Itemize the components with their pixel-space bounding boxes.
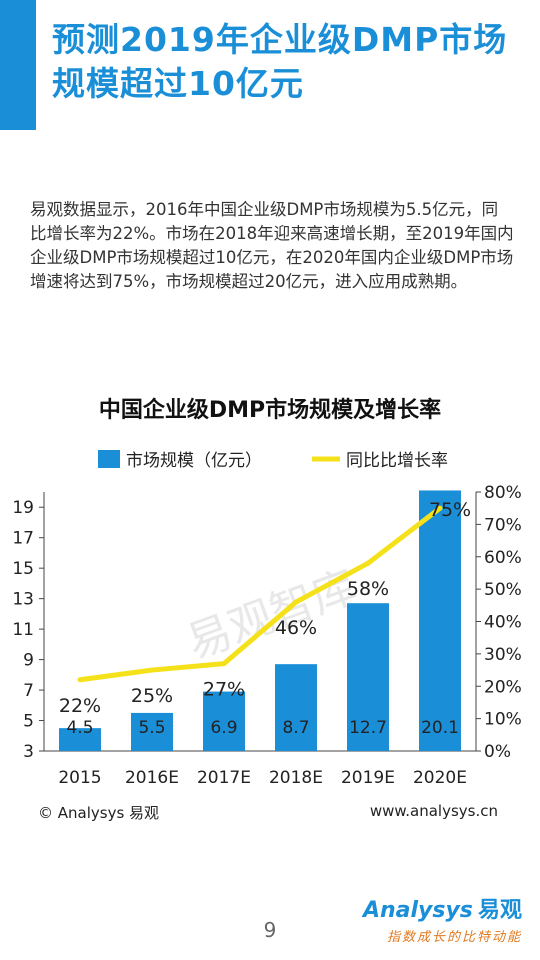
bar-value-label: 5.5 (138, 718, 165, 738)
bar-value-label: 6.9 (210, 718, 237, 738)
left-tick-label: 5 (23, 712, 34, 732)
combo-chart: 易观智库 市场规模（亿元） 同比比增长率 3 5 7 9 11 13 15 17 19 0% 10% 20%… (0, 440, 540, 790)
legend-bar-swatch (98, 450, 120, 468)
growth-value-label: 25% (131, 685, 173, 707)
logo-slogan: 指数成长的比特动能 (363, 926, 522, 945)
x-tick-label: 2020E (413, 768, 467, 788)
watermark: 易观智库 (180, 561, 363, 669)
left-tick-label: 17 (12, 529, 34, 549)
left-tick-label: 19 (12, 498, 34, 518)
growth-value-label: 22% (59, 695, 101, 717)
left-tick-label: 7 (23, 681, 34, 701)
right-tick-label: 20% (484, 677, 522, 697)
bar-2020E (419, 490, 461, 751)
left-tick-label: 13 (12, 590, 34, 610)
growth-value-label: 75% (429, 499, 471, 521)
website-link[interactable]: www.analysys.cn (370, 802, 498, 820)
bar-value-label: 8.7 (282, 718, 309, 738)
right-tick-label: 0% (484, 742, 511, 762)
right-tick-label: 50% (484, 580, 522, 600)
chart-title: 中国企业级DMP市场规模及增长率 (0, 392, 540, 424)
left-tick-label: 11 (12, 620, 34, 640)
right-tick-label: 60% (484, 548, 522, 568)
x-tick-label: 2018E (269, 768, 323, 788)
legend-line-label: 同比比增长率 (346, 451, 448, 471)
legend-bar-label: 市场规模（亿元） (126, 451, 262, 471)
right-tick-label: 70% (484, 515, 522, 535)
growth-point-2017E (222, 661, 227, 666)
bar-value-label: 12.7 (349, 718, 387, 738)
title-accent-bar (0, 0, 36, 130)
x-tick-label: 2017E (197, 768, 251, 788)
right-tick-label: 80% (484, 483, 522, 503)
left-tick-label: 9 (23, 651, 34, 671)
x-tick-label: 2016E (125, 768, 179, 788)
x-tick-label: 2015 (58, 768, 101, 788)
logo-brand: Analysys (363, 898, 473, 923)
growth-value-label: 27% (203, 679, 245, 701)
right-tick-label: 10% (484, 710, 522, 730)
growth-value-label: 46% (275, 617, 317, 639)
growth-point-2015 (78, 677, 83, 682)
analysys-logo: Analysys 易观 指数成长的比特动能 (363, 892, 522, 945)
logo-brand-cn: 易观 (478, 898, 522, 923)
right-tick-label: 30% (484, 645, 522, 665)
source-note: © Analysys 易观 (38, 802, 159, 823)
growth-point-2019E (366, 561, 371, 566)
left-tick-label: 15 (12, 559, 34, 579)
page-title: 预测2019年企业级DMP市场规模超过10亿元 (52, 18, 522, 106)
left-tick-label: 3 (23, 742, 34, 762)
bar-value-label: 20.1 (421, 718, 459, 738)
x-tick-label: 2019E (341, 768, 395, 788)
bar-value-label: 4.5 (66, 718, 93, 738)
growth-value-label: 58% (347, 578, 389, 600)
right-tick-label: 40% (484, 613, 522, 633)
summary-paragraph: 易观数据显示，2016年中国企业级DMP市场规模为5.5亿元，同比增长率为22%… (30, 198, 514, 294)
growth-point-2018E (294, 600, 299, 605)
growth-point-2016E (150, 668, 155, 673)
